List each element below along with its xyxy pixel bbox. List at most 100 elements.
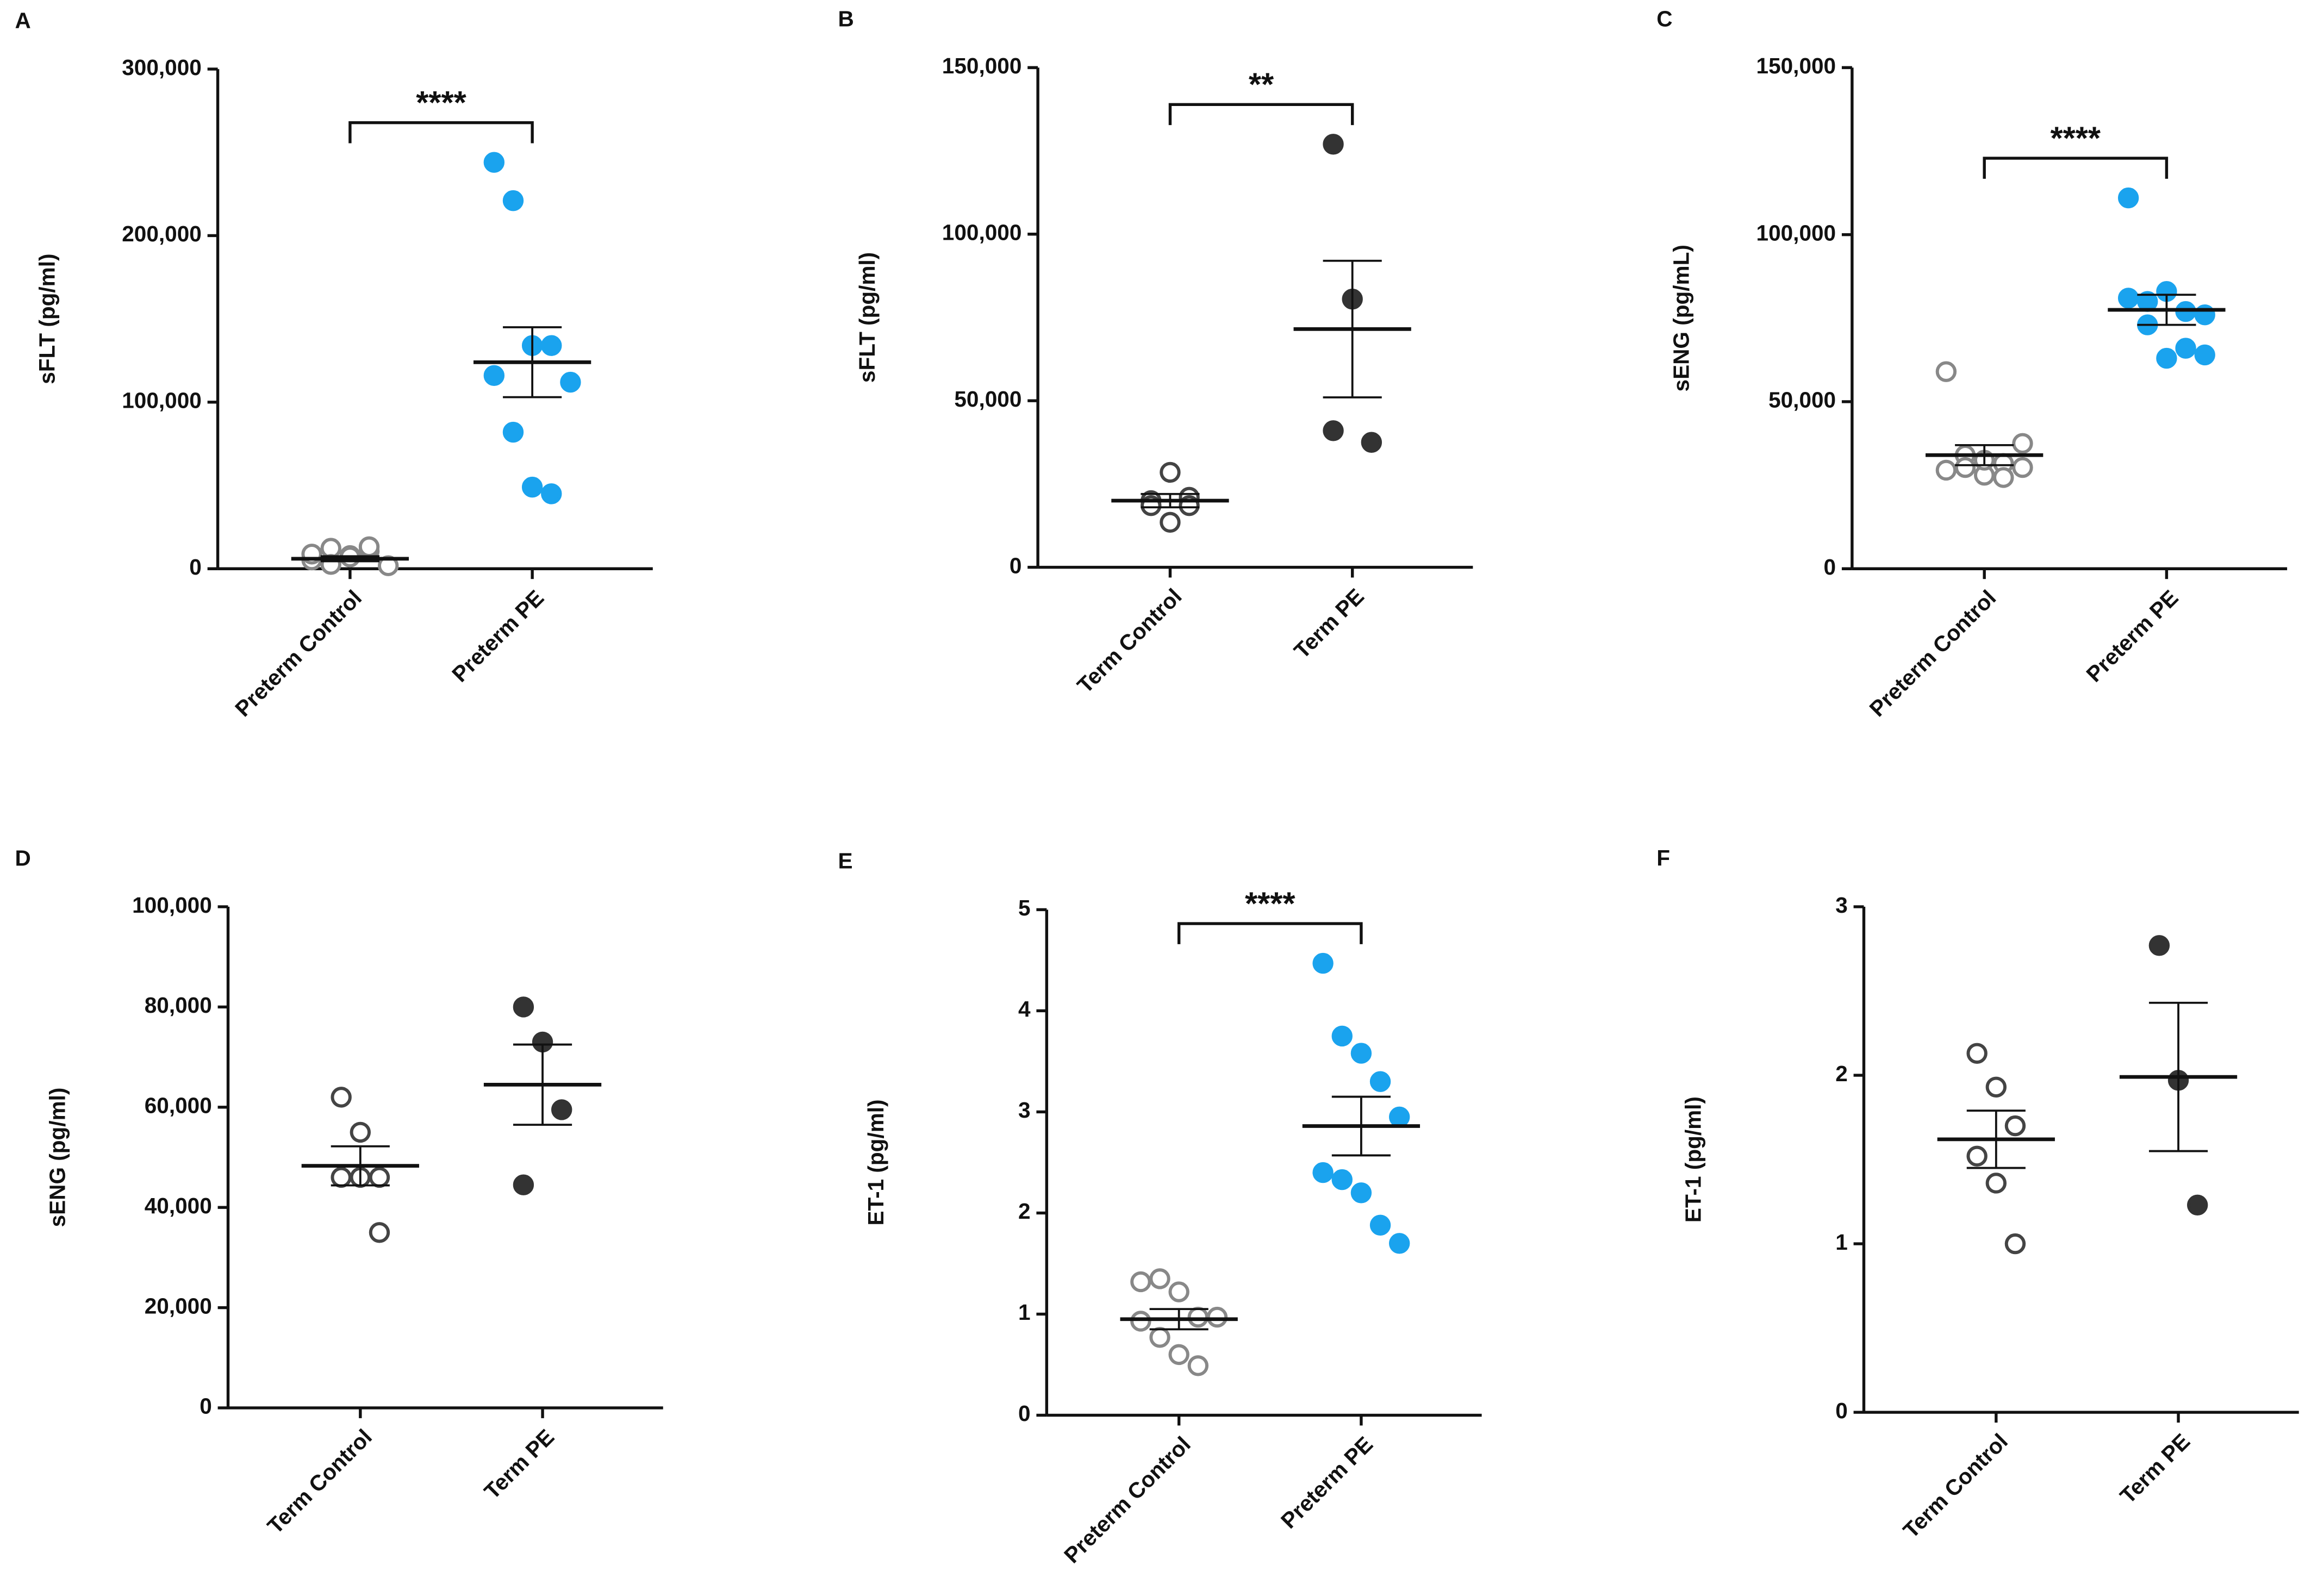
data-point bbox=[513, 996, 534, 1018]
sem-bar bbox=[320, 555, 379, 563]
data-point bbox=[483, 365, 505, 386]
data-point bbox=[1160, 512, 1181, 533]
data-point bbox=[1935, 459, 1957, 481]
y-tick-label: 2 bbox=[1018, 1199, 1031, 1224]
y-tick-label: 0 bbox=[200, 1394, 212, 1419]
data-point bbox=[1130, 1311, 1151, 1332]
y-tick-label: 0 bbox=[1835, 1398, 1848, 1423]
panel-letter: F bbox=[1656, 845, 1670, 870]
y-tick-label: 100,000 bbox=[132, 893, 212, 918]
y-tick-label: 5 bbox=[1018, 895, 1031, 920]
data-point bbox=[2117, 187, 2139, 209]
y-tick-label: 0 bbox=[1018, 1401, 1031, 1426]
significance-bracket bbox=[1177, 922, 1363, 944]
data-point bbox=[1935, 361, 1957, 382]
data-point bbox=[1954, 457, 1976, 478]
data-point bbox=[1350, 1043, 1372, 1064]
data-point bbox=[1187, 1306, 1209, 1328]
data-point bbox=[1331, 1025, 1353, 1047]
y-axis-label: sFLT (pg/ml) bbox=[34, 254, 59, 384]
data-point bbox=[2004, 1233, 2026, 1255]
y-tick-label: 100,000 bbox=[942, 220, 1022, 245]
data-point bbox=[2117, 288, 2139, 309]
data-point bbox=[2156, 347, 2177, 369]
data-point bbox=[1966, 1145, 1988, 1167]
data-point bbox=[2012, 433, 2033, 454]
data-point bbox=[502, 190, 524, 211]
significance-label: **** bbox=[416, 84, 466, 121]
x-tick-label: Term Control bbox=[1072, 584, 1186, 698]
y-tick-label: 3 bbox=[1835, 893, 1848, 918]
data-point bbox=[502, 421, 524, 443]
x-tick-label: Term PE bbox=[479, 1424, 559, 1504]
significance-bracket bbox=[1983, 157, 2169, 179]
y-tick-label: 50,000 bbox=[954, 386, 1021, 412]
data-point bbox=[1369, 1214, 1391, 1236]
sem-bar bbox=[1966, 1109, 2026, 1169]
y-tick-label: 0 bbox=[1010, 553, 1022, 578]
data-point bbox=[2004, 1115, 2026, 1137]
data-point bbox=[358, 536, 380, 558]
y-tick-label: 0 bbox=[189, 554, 202, 579]
sem-bar bbox=[1331, 1095, 1391, 1157]
x-tick-label: Term PE bbox=[2115, 1429, 2195, 1508]
x-tick-label: Preterm PE bbox=[1276, 1432, 1378, 1533]
data-point bbox=[1323, 134, 1344, 155]
data-point bbox=[1388, 1106, 1410, 1127]
significance-label: **** bbox=[1245, 885, 1295, 921]
sem-bar bbox=[1141, 492, 1200, 509]
data-point bbox=[513, 1174, 534, 1195]
y-axis-label: sFLT (pg/ml) bbox=[855, 252, 880, 383]
data-point bbox=[1331, 1169, 1353, 1190]
significance-bracket bbox=[1168, 103, 1354, 126]
panel-letter: E bbox=[838, 849, 852, 874]
y-tick-label: 0 bbox=[1824, 554, 1836, 579]
sem-bar bbox=[1149, 1308, 1208, 1331]
data-point bbox=[1187, 1355, 1209, 1376]
y-tick-label: 3 bbox=[1018, 1098, 1031, 1123]
data-point bbox=[350, 1121, 371, 1143]
sem-bar bbox=[1955, 444, 2014, 466]
data-point bbox=[1312, 1162, 1334, 1183]
sem-bar bbox=[513, 1043, 572, 1126]
y-tick-label: 50,000 bbox=[1768, 388, 1836, 413]
data-point bbox=[551, 1099, 572, 1120]
y-axis-label: sENG (pg/mL) bbox=[1669, 245, 1694, 391]
x-tick-label: Preterm Control bbox=[1059, 1432, 1195, 1568]
data-point bbox=[369, 1222, 390, 1243]
data-point bbox=[2148, 935, 2170, 956]
x-tick-label: Preterm Control bbox=[1865, 585, 2001, 721]
data-point bbox=[1149, 1268, 1170, 1289]
data-point bbox=[2175, 338, 2196, 359]
y-tick-label: 4 bbox=[1018, 996, 1031, 1021]
data-point bbox=[1206, 1306, 1228, 1328]
panel-letter: C bbox=[1656, 7, 1672, 32]
data-point bbox=[1168, 1281, 1189, 1302]
sem-bar bbox=[503, 326, 562, 398]
data-point bbox=[541, 335, 562, 356]
y-axis-label: sENG (pg/ml) bbox=[45, 1088, 70, 1227]
data-point bbox=[2194, 344, 2215, 366]
significance-bracket bbox=[348, 121, 534, 144]
significance-label: ** bbox=[1249, 66, 1274, 103]
sem-bar bbox=[2148, 1001, 2208, 1152]
y-tick-label: 100,000 bbox=[122, 388, 202, 413]
data-point bbox=[1361, 432, 1382, 453]
y-tick-label: 200,000 bbox=[122, 221, 202, 246]
data-point bbox=[1149, 1327, 1170, 1348]
data-point bbox=[521, 476, 543, 498]
data-point bbox=[1985, 1076, 2007, 1098]
data-point bbox=[1369, 1071, 1391, 1092]
data-point bbox=[1350, 1182, 1372, 1204]
data-point bbox=[1130, 1271, 1151, 1293]
data-point bbox=[1323, 420, 1344, 441]
data-point bbox=[541, 483, 562, 504]
y-tick-label: 150,000 bbox=[1756, 53, 1836, 78]
y-tick-label: 60,000 bbox=[145, 1093, 212, 1118]
panel: E ET-1 (pg/ml) 0 1 2 3 4 5 Preterm Control Preter… bbox=[838, 849, 1482, 1568]
x-tick-label: Preterm Control bbox=[230, 585, 366, 721]
